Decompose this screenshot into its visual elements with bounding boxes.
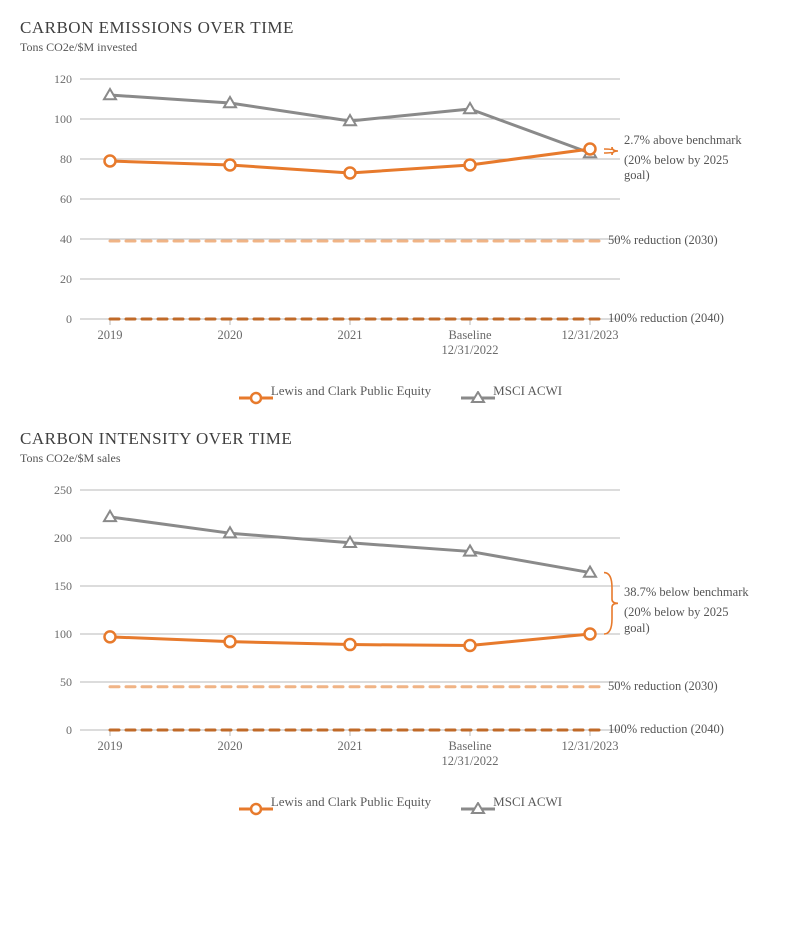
- svg-text:Baseline: Baseline: [448, 328, 491, 342]
- chart1-annot-goal: (20% below by 2025 goal): [624, 153, 754, 184]
- legend-item-lewis: Lewis and Clark Public Equity: [239, 383, 431, 399]
- svg-text:60: 60: [60, 192, 72, 206]
- chart-emissions: CARBON EMISSIONS OVER TIME Tons CO2e/$M …: [20, 18, 781, 399]
- chart2-annot-goal: (20% below by 2025 goal): [624, 605, 754, 636]
- legend-item-msci-2: MSCI ACWI: [461, 794, 562, 810]
- page: { "colors":{ "series_orange":"#e77a2c", …: [0, 0, 791, 850]
- chart2-subtitle: Tons CO2e/$M sales: [20, 451, 781, 466]
- chart2-title: CARBON INTENSITY OVER TIME: [20, 429, 781, 449]
- svg-text:200: 200: [54, 531, 72, 545]
- legend-item-lewis-2: Lewis and Clark Public Equity: [239, 794, 431, 810]
- chart1-title: CARBON EMISSIONS OVER TIME: [20, 18, 781, 38]
- svg-text:150: 150: [54, 579, 72, 593]
- svg-text:2020: 2020: [218, 739, 243, 753]
- legend-label-msci: MSCI ACWI: [493, 383, 562, 399]
- chart2-ref100-label: 100% reduction (2040): [608, 722, 724, 738]
- legend-label-lewis-2: Lewis and Clark Public Equity: [271, 794, 431, 810]
- chart-intensity: CARBON INTENSITY OVER TIME Tons CO2e/$M …: [20, 429, 781, 810]
- svg-text:100: 100: [54, 112, 72, 126]
- svg-text:250: 250: [54, 483, 72, 497]
- chart1-svg: 020406080100120201920202021Baseline12/31…: [20, 59, 780, 379]
- svg-text:2019: 2019: [98, 328, 123, 342]
- chart1-legend: Lewis and Clark Public Equity MSCI ACWI: [20, 383, 781, 399]
- svg-text:80: 80: [60, 152, 72, 166]
- chart2-annotation: 38.7% below benchmark (20% below by 2025…: [624, 585, 754, 636]
- svg-text:0: 0: [66, 723, 72, 737]
- chart2-legend: Lewis and Clark Public Equity MSCI ACWI: [20, 794, 781, 810]
- svg-text:12/31/2023: 12/31/2023: [562, 328, 619, 342]
- svg-text:2021: 2021: [338, 739, 363, 753]
- svg-text:12/31/2022: 12/31/2022: [442, 343, 499, 357]
- svg-text:2019: 2019: [98, 739, 123, 753]
- chart1-ref100-label: 100% reduction (2040): [608, 311, 724, 327]
- legend-item-msci: MSCI ACWI: [461, 383, 562, 399]
- svg-text:12/31/2022: 12/31/2022: [442, 754, 499, 768]
- svg-text:40: 40: [60, 232, 72, 246]
- chart1-subtitle: Tons CO2e/$M invested: [20, 40, 781, 55]
- svg-text:2021: 2021: [338, 328, 363, 342]
- svg-text:12/31/2023: 12/31/2023: [562, 739, 619, 753]
- svg-text:2020: 2020: [218, 328, 243, 342]
- svg-text:Baseline: Baseline: [448, 739, 491, 753]
- chart2-annot-main: 38.7% below benchmark: [624, 585, 754, 601]
- chart2-ref50-label: 50% reduction (2030): [608, 679, 718, 695]
- svg-text:0: 0: [66, 312, 72, 326]
- svg-text:120: 120: [54, 72, 72, 86]
- chart1-annot-main: 2.7% above benchmark: [624, 133, 754, 149]
- legend-label-lewis: Lewis and Clark Public Equity: [271, 383, 431, 399]
- svg-text:50: 50: [60, 675, 72, 689]
- chart1-annotation: 2.7% above benchmark (20% below by 2025 …: [624, 133, 754, 184]
- chart2-wrap: 050100150200250201920202021Baseline12/31…: [20, 470, 781, 790]
- svg-text:20: 20: [60, 272, 72, 286]
- legend-label-msci-2: MSCI ACWI: [493, 794, 562, 810]
- chart1-wrap: 020406080100120201920202021Baseline12/31…: [20, 59, 781, 379]
- svg-text:100: 100: [54, 627, 72, 641]
- chart1-ref50-label: 50% reduction (2030): [608, 233, 718, 249]
